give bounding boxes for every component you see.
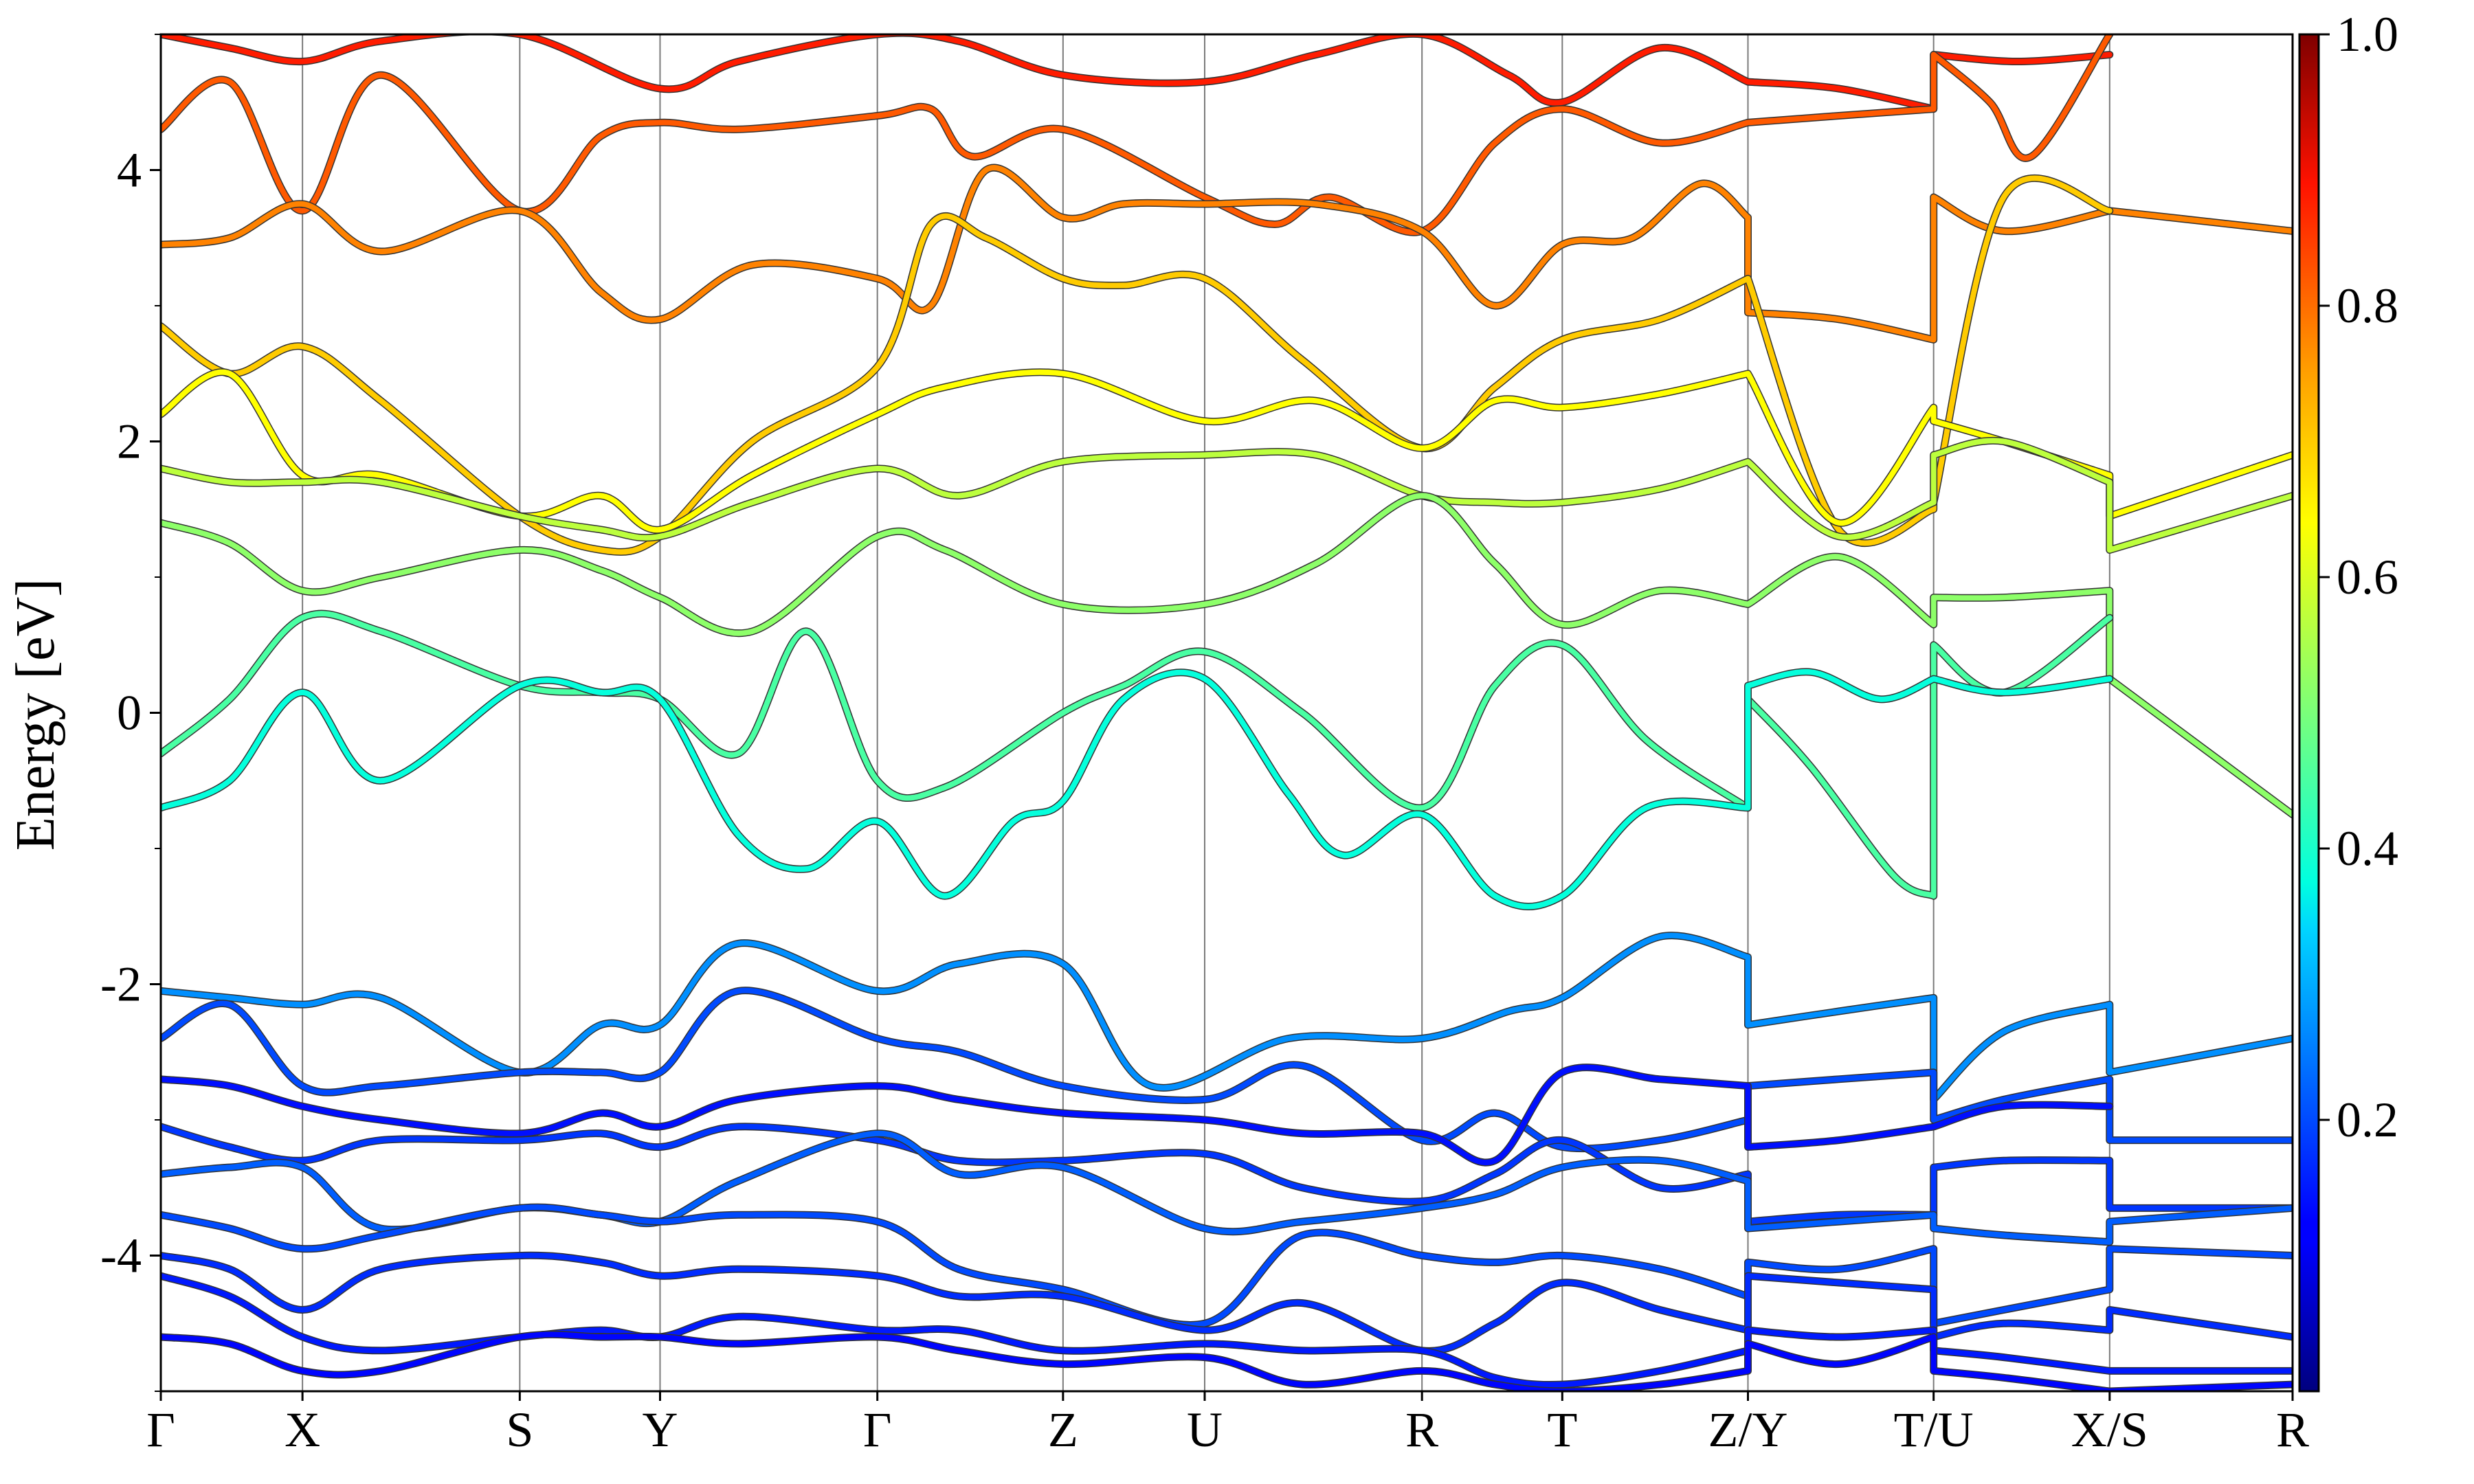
band-line-5 [161,438,2293,553]
y-axis: -4 -2 0 2 4 [100,34,161,1392]
band-line-7 [161,611,2113,899]
y-tick-label: 2 [117,414,142,469]
x-tick-label: R [2276,1402,2309,1457]
colorbar-tick-label: 0.2 [2337,1092,2398,1147]
band-line-10 [161,987,2293,1151]
band-outline-14 [161,1203,2293,1329]
band-line-11 [161,1064,2113,1165]
band-outline-8 [161,668,2114,910]
band-line-12 [161,1123,2293,1225]
colorbar: 0.2 0.4 0.6 0.8 1.0 [2298,7,2398,1393]
x-tick-label: Z [1048,1402,1078,1457]
x-tick-label: R [1405,1402,1438,1457]
x-tick-label: U [1187,1402,1223,1457]
colorbar-ticks: 0.2 0.4 0.6 0.8 1.0 [2319,7,2398,1147]
band-line-1 [161,34,2113,236]
k-point-gridlines [302,34,2110,1391]
band-lines [161,34,2293,1391]
x-tick-label: T/U [1894,1402,1974,1457]
band-line-2 [161,165,2293,343]
x-tick-label: S [506,1402,533,1457]
band-line-13 [161,1130,2293,1245]
colorbar-tick-label: 0.4 [2337,821,2398,876]
y-axis-label: Energy [eV] [5,578,66,851]
x-tick-label: Γ [146,1402,175,1457]
band-outline-15 [161,1251,2293,1355]
colorbar-tick-label: 0.6 [2337,550,2398,605]
y-tick-label: -4 [100,1228,142,1283]
x-tick-label: Z/Y [1708,1402,1787,1457]
y-tick-label: 0 [117,686,142,741]
band-outline-5 [161,436,2293,554]
band-outline-0 [161,34,2114,113]
band-line-15 [161,1252,2293,1354]
band-line-6 [161,493,2293,818]
x-tick-label: X/S [2071,1402,2148,1457]
band-line-8 [161,668,2113,910]
band-line-0 [161,34,2113,112]
colorbar-tick-label: 1.0 [2337,7,2398,62]
x-tick-label: T [1547,1402,1577,1457]
band-line-14 [161,1204,2293,1328]
band-line-17 [161,1331,2293,1391]
y-tick-label: 4 [117,143,142,198]
x-tick-label: X [285,1402,320,1457]
y-tick-label: -2 [100,957,142,1012]
x-axis: Γ X S Y Γ Z U R T Z/Y T/U X/S R [146,1391,2309,1457]
colorbar-tick-label: 0.8 [2337,278,2398,333]
x-tick-label: Γ [863,1402,892,1457]
colorbar-gradient [2298,33,2320,1393]
x-tick-label: Y [642,1402,678,1457]
band-outline-13 [161,1129,2293,1246]
band-outline-7 [161,609,2114,900]
